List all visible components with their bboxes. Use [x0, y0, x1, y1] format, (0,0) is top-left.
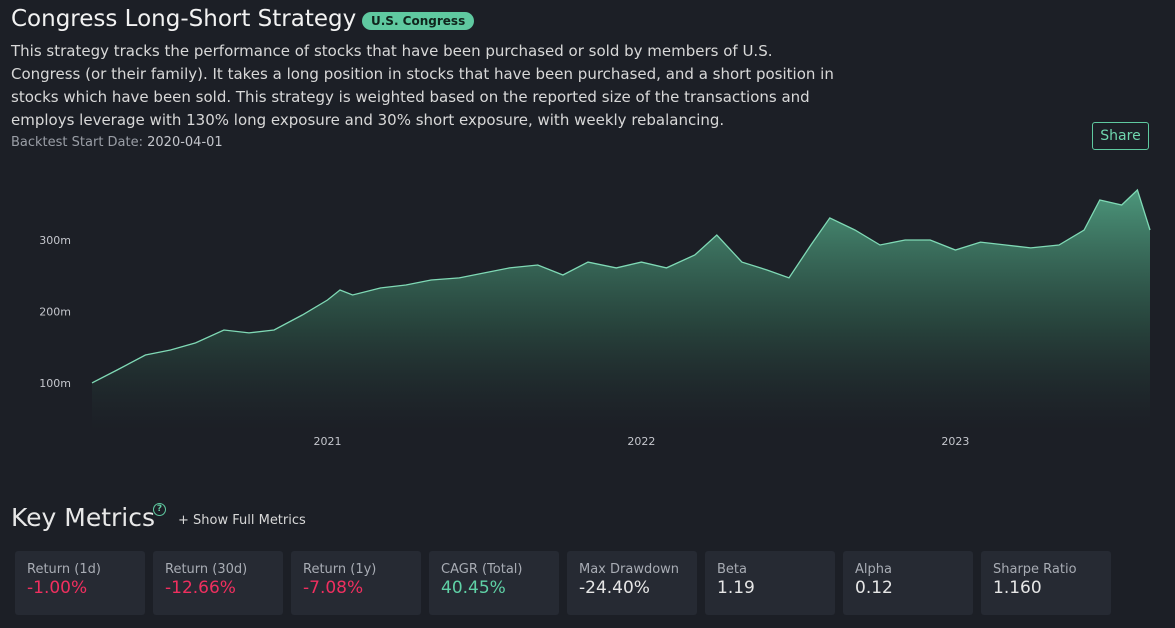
show-full-metrics[interactable]: + Show Full Metrics [178, 513, 306, 528]
description-line: employs leverage with 130% long exposure… [11, 111, 725, 129]
metric-label: Alpha [855, 562, 892, 577]
metric-value: 1.160 [993, 578, 1042, 598]
badge[interactable]: U.S. Congress [362, 12, 475, 30]
start-label: Backtest Start Date: [11, 135, 143, 150]
metric-card: Alpha 0.12 [843, 551, 973, 615]
metric-value: -24.40% [579, 578, 650, 598]
metric-card: Max Drawdown -24.40% [567, 551, 697, 615]
description-line: This strategy tracks the performance of … [11, 42, 773, 60]
share-button[interactable]: Share [1092, 122, 1149, 150]
metric-label: Max Drawdown [579, 562, 680, 577]
metric-card: Sharpe Ratio 1.160 [981, 551, 1111, 615]
metric-card: CAGR (Total) 40.45% [429, 551, 559, 615]
metric-card: Return (1y) -7.08% [291, 551, 421, 615]
x-tick-label: 2023 [941, 435, 969, 448]
help-icon[interactable]: ? [153, 503, 166, 516]
metric-value: 0.12 [855, 578, 893, 598]
metric-card: Beta 1.19 [705, 551, 835, 615]
metric-label: Return (1d) [27, 562, 101, 577]
x-tick-label: 2021 [313, 435, 341, 448]
description-line: stocks which have been sold. This strate… [11, 88, 810, 106]
line [91, 188, 1151, 384]
metric-value: -1.00% [27, 578, 88, 598]
y-tick-label: 300m [39, 234, 71, 247]
metric-value: 40.45% [441, 578, 506, 598]
area [92, 190, 1150, 430]
metric-label: Return (1y) [303, 562, 377, 577]
x-tick-label: 2022 [627, 435, 655, 448]
chart: 100m 200m 300m 2021 2022 2023 [39, 188, 1151, 448]
metric-label: Beta [717, 562, 747, 577]
metric-value: 1.19 [717, 578, 755, 598]
metric-label: Sharpe Ratio [993, 562, 1077, 577]
start-date: Backtest Start Date: 2020-04-01 [11, 135, 223, 150]
title: Congress Long-Short Strategy [11, 6, 357, 32]
metric-value: -12.66% [165, 578, 236, 598]
metric-label: Return (30d) [165, 562, 248, 577]
metric-card: Return (30d) -12.66% [153, 551, 283, 615]
description: This strategy tracks the performance of … [11, 40, 834, 132]
metric-label: CAGR (Total) [441, 562, 523, 577]
metric-value: -7.08% [303, 578, 364, 598]
y-tick-label: 200m [39, 305, 71, 318]
start-value: 2020-04-01 [147, 135, 223, 150]
metric-card: Return (1d) -1.00% [15, 551, 145, 615]
y-tick-label: 100m [39, 377, 71, 390]
description-line: Congress (or their family). It takes a l… [11, 65, 834, 83]
metrics-title: Key Metrics [11, 503, 156, 532]
